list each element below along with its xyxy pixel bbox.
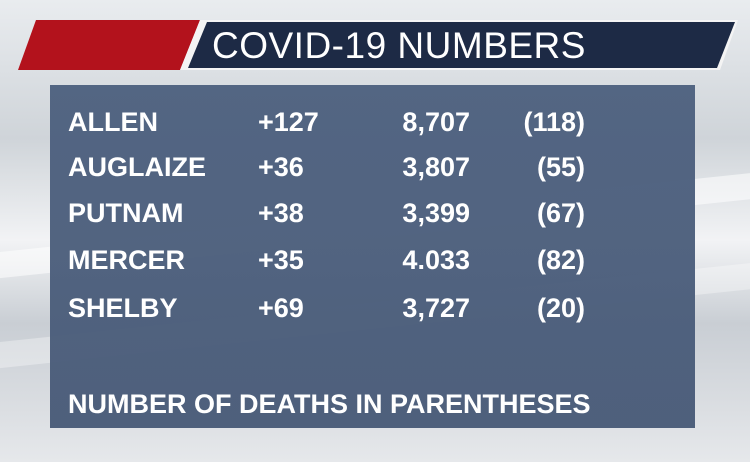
county: SHELBY [68,293,178,323]
county: MERCER [68,245,186,275]
total-cases: 3,399 [402,198,470,228]
header-banner [18,20,738,70]
total-cases: 3,727 [402,293,470,323]
deaths: (82) [536,245,585,275]
new-cases: +36 [258,152,304,182]
county: ALLEN [68,107,158,137]
banner-red [18,20,200,70]
total-cases: 3,807 [402,152,470,182]
county: AUGLAIZE [68,152,206,182]
banner-navy [188,22,735,68]
new-cases: +127 [258,107,319,137]
footnote: NUMBER OF DEATHS IN PARENTHESES [68,389,591,419]
deaths: (55) [536,152,585,182]
deaths: (20) [536,293,585,323]
new-cases: +69 [258,293,304,323]
deaths: (118) [523,107,585,137]
total-cases: 4.033 [402,245,470,275]
total-cases: 8,707 [402,107,470,137]
deaths: (67) [536,198,585,228]
title: COVID-19 NUMBERS [212,25,586,66]
county: PUTNAM [68,198,184,228]
table-panel [50,85,695,428]
new-cases: +35 [258,245,304,275]
new-cases: +38 [258,198,304,228]
